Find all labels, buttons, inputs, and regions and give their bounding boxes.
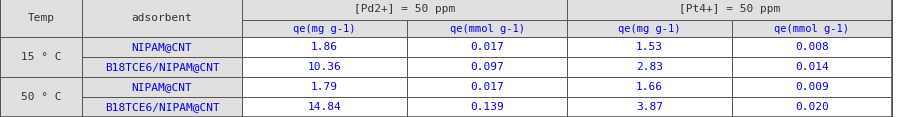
Bar [732,57,892,77]
Bar [732,97,892,117]
Bar [567,97,732,117]
Bar [82,37,242,57]
Text: 14.84: 14.84 [308,102,342,112]
Bar [0,37,82,77]
Bar [407,20,567,37]
Text: Temp: Temp [27,13,55,23]
Text: B18TCE6/NIPAM@CNT: B18TCE6/NIPAM@CNT [105,102,220,112]
Text: 0.020: 0.020 [795,102,829,112]
Bar [567,0,892,20]
Text: 0.009: 0.009 [795,82,829,92]
Text: 2.83: 2.83 [636,62,663,72]
Bar [567,20,732,37]
Bar [732,37,892,57]
Bar [242,97,407,117]
Text: 0.008: 0.008 [795,42,829,52]
Text: qe(mg g-1): qe(mg g-1) [619,24,681,33]
Text: adsorbent: adsorbent [131,13,192,23]
Text: B18TCE6/NIPAM@CNT: B18TCE6/NIPAM@CNT [105,62,220,72]
Bar [242,37,407,57]
Text: 15 ° C: 15 ° C [21,52,61,62]
Bar [242,57,407,77]
Bar [82,97,242,117]
Bar [242,20,407,37]
Bar [567,57,732,77]
Bar [407,37,567,57]
Bar [407,57,567,77]
Text: qe(mmol g-1): qe(mmol g-1) [449,24,525,33]
Text: 1.79: 1.79 [311,82,338,92]
Text: qe(mg g-1): qe(mg g-1) [293,24,356,33]
Bar [732,20,892,37]
Text: 3.87: 3.87 [636,102,663,112]
Bar [242,77,407,97]
Text: NIPAM@CNT: NIPAM@CNT [131,82,192,92]
Text: 0.017: 0.017 [470,42,504,52]
Bar [242,0,567,20]
Text: NIPAM@CNT: NIPAM@CNT [131,42,192,52]
Text: 0.017: 0.017 [470,82,504,92]
Text: qe(mmol g-1): qe(mmol g-1) [774,24,849,33]
Bar [0,0,82,37]
Bar [407,77,567,97]
Bar [0,77,82,117]
Bar [567,37,732,57]
Text: 0.014: 0.014 [795,62,829,72]
Text: 10.36: 10.36 [308,62,342,72]
Bar [82,77,242,97]
Text: 50 ° C: 50 ° C [21,92,61,102]
Text: 1.53: 1.53 [636,42,663,52]
Text: [Pt4+] = 50 ppm: [Pt4+] = 50 ppm [679,4,780,15]
Bar [82,57,242,77]
Text: 0.139: 0.139 [470,102,504,112]
Text: 1.66: 1.66 [636,82,663,92]
Bar [82,0,242,37]
Bar [407,97,567,117]
Bar [567,77,732,97]
Bar [732,77,892,97]
Text: 1.86: 1.86 [311,42,338,52]
Text: 0.097: 0.097 [470,62,504,72]
Text: [Pd2+] = 50 ppm: [Pd2+] = 50 ppm [353,4,456,15]
